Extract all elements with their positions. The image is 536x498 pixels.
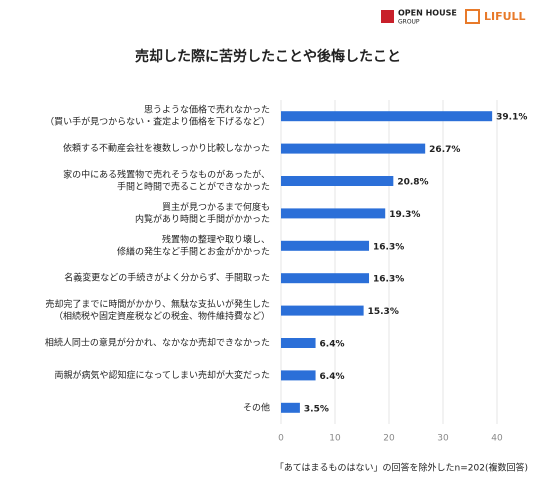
x-tick-label: 20 (383, 434, 395, 444)
y-tick-label: 相続人同士の意見が分かれ、なかなか売却できなかった (45, 337, 270, 349)
y-tick-label: 手間と時間で売ることができなかった (117, 181, 270, 193)
bar (281, 370, 316, 381)
value-label: 3.5% (304, 404, 329, 414)
value-label: 16.3% (373, 275, 404, 285)
chart-title: 売却した際に苦労したことや後悔したこと (135, 48, 401, 65)
y-tick-label: 名義変更などの手続きがよく分からず、手間取った (64, 272, 270, 284)
bar (281, 338, 316, 348)
y-tick-label: 売却完了までに時間がかかり、無駄な支払いが発生した (45, 298, 270, 310)
y-tick-label: 残置物の整理や取り壊し、 (162, 233, 270, 245)
x-tick-label: 10 (329, 434, 341, 444)
brand-name: OPEN HOUSE (398, 9, 457, 18)
y-tick-label: 依頼する不動産会社を複数しっかり比較しなかった (63, 142, 270, 154)
bar (281, 208, 386, 219)
value-label: 6.4% (320, 340, 345, 350)
y-tick-label: 内覧があり時間と手間がかかった (135, 213, 270, 225)
brand-lifull: LIFULL (484, 10, 526, 23)
x-tick-label: 30 (437, 434, 449, 444)
lifull-icon (465, 9, 480, 24)
bar (281, 240, 370, 251)
bar (281, 402, 300, 413)
y-tick-label: 家の中にある残置物で売れそうなものがあったが、 (63, 169, 270, 181)
value-label: 16.3% (373, 242, 404, 252)
bar (281, 176, 394, 186)
y-tick-label: （買い手が見つからない・査定より価格を下げるなど） (45, 116, 270, 128)
bar (281, 273, 370, 284)
value-label: 39.1% (496, 113, 527, 123)
y-tick-label: 両親が病気や認知症になってしまい売却が大変だった (54, 369, 270, 381)
footnote: 「あてはまるものはない」の回答を除外したn=202(複数回答) (275, 462, 528, 474)
bar (281, 111, 493, 122)
brand-sub: GROUP (398, 19, 420, 26)
value-label: 20.8% (397, 178, 428, 188)
y-tick-label: 修繕の発生など手間とお金がかかった (117, 245, 270, 257)
value-label: 19.3% (389, 210, 420, 220)
x-tick-label: 0 (278, 434, 284, 444)
bar (281, 143, 426, 154)
y-tick-label: （相続税や固定資産税などの税金、物件維持費など） (54, 310, 270, 322)
y-tick-label: 思うような価格で売れなかった (144, 104, 270, 116)
value-label: 6.4% (320, 372, 345, 382)
value-label: 26.7% (429, 145, 460, 155)
open-house-icon (381, 10, 394, 23)
value-label: 15.3% (368, 307, 399, 317)
x-tick-label: 40 (491, 434, 503, 444)
bar (281, 305, 364, 316)
y-tick-label: その他 (243, 401, 270, 413)
y-tick-label: 買主が見つかるまで何度も (162, 201, 270, 213)
